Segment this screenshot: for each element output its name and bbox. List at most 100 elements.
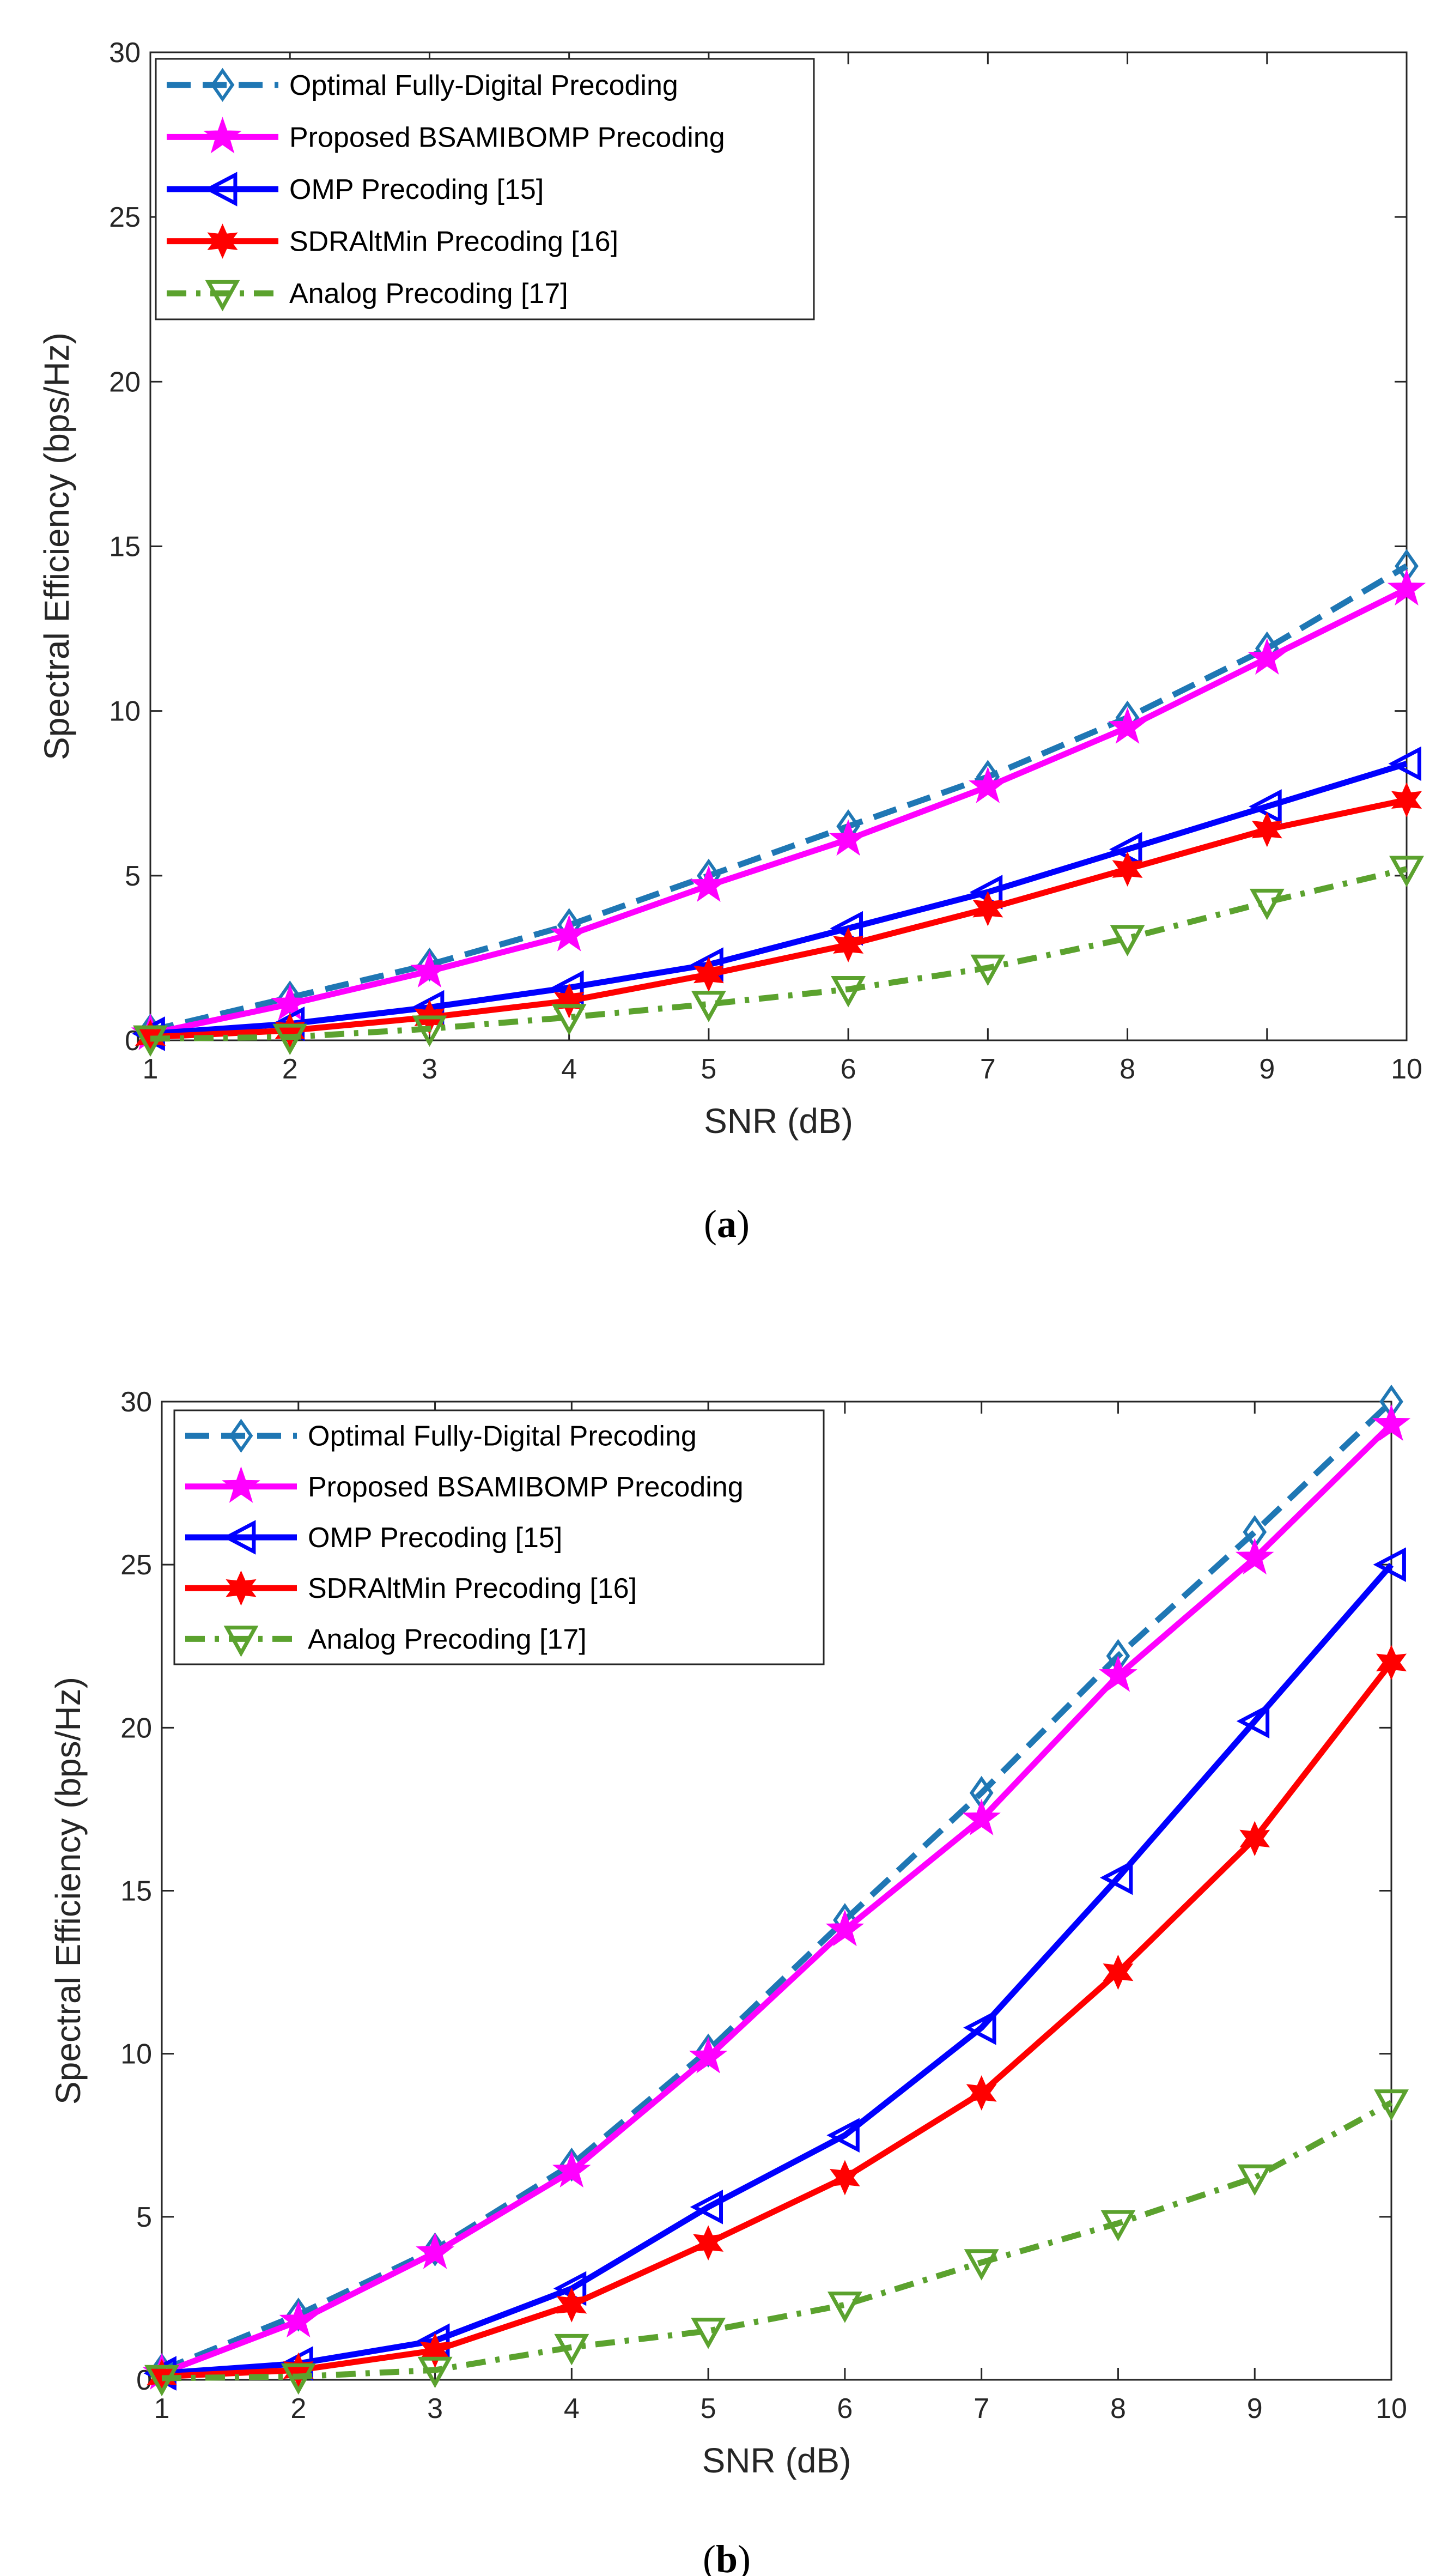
- x-tick-label: 2: [290, 2393, 306, 2425]
- series-line: [150, 797, 1408, 1040]
- data-point: [825, 1910, 865, 1947]
- x-tick-label: 4: [564, 2393, 580, 2425]
- series-line: [161, 2100, 1393, 2381]
- y-tick-label: 10: [120, 2039, 152, 2070]
- data-point: [1237, 2164, 1273, 2196]
- data-point: [556, 2287, 587, 2323]
- data-point: [270, 984, 309, 1021]
- y-axis-label: Spectral Efficiency (bps/Hz): [37, 332, 76, 760]
- legend-marker: [229, 1419, 253, 1453]
- legend-marker: [222, 1520, 256, 1555]
- x-tick-label: 8: [1120, 1053, 1135, 1085]
- data-point: [693, 2225, 724, 2261]
- legend-entry: SDRAltMin Precoding [16]: [308, 1573, 637, 1604]
- data-point: [969, 766, 1007, 803]
- legend-entry: Analog Precoding [17]: [289, 278, 568, 310]
- data-point: [144, 2365, 179, 2397]
- data-point: [1235, 1538, 1274, 1575]
- data-point: [970, 954, 1006, 986]
- x-tick-label: 2: [282, 1053, 298, 1085]
- data-point: [1099, 1860, 1133, 1895]
- data-point: [412, 1015, 447, 1047]
- data-point: [964, 2249, 999, 2281]
- x-axis-label: SNR (dB): [702, 2441, 851, 2480]
- data-point: [283, 2352, 314, 2388]
- x-tick-label: 1: [154, 2393, 170, 2425]
- y-tick-label: 20: [109, 366, 141, 398]
- y-tick-label: 25: [120, 1549, 152, 1581]
- data-point: [419, 2332, 451, 2368]
- x-tick-label: 5: [701, 1053, 716, 1085]
- y-tick-label: 5: [136, 2202, 152, 2233]
- data-point: [423, 2232, 447, 2266]
- x-tick-label: 10: [1376, 2393, 1407, 2425]
- data-point: [693, 956, 724, 992]
- data-point: [827, 2292, 862, 2323]
- legend: Optimal Fully-Digital Precoding Proposed …: [173, 1409, 825, 1665]
- y-tick-label: 5: [125, 860, 141, 892]
- data-point: [833, 927, 864, 963]
- x-tick-label: 6: [841, 1053, 856, 1085]
- data-point: [966, 2075, 997, 2111]
- series-line: [149, 586, 1408, 1037]
- legend-marker: [226, 1570, 257, 1606]
- data-point: [831, 976, 866, 1008]
- data-point: [690, 2190, 723, 2225]
- legend-entry: Analog Precoding [17]: [308, 1623, 587, 1655]
- data-point: [133, 1025, 168, 1057]
- y-tick-label: 20: [120, 1712, 152, 1744]
- series-line: [160, 1399, 1394, 2373]
- figure-caption: (a): [704, 1202, 750, 1246]
- data-point: [829, 2160, 860, 2196]
- series-line: [161, 1660, 1394, 2380]
- data-point: [1108, 707, 1147, 744]
- x-tick-label: 3: [427, 2393, 443, 2425]
- x-tick-label: 7: [974, 2393, 989, 2425]
- x-tick-label: 9: [1259, 1053, 1275, 1085]
- data-point: [1376, 1645, 1407, 1680]
- legend: Optimal Fully-Digital Precoding Proposed …: [155, 58, 815, 320]
- x-tick-label: 5: [701, 2393, 716, 2425]
- series-line: [161, 1422, 1394, 2377]
- series-5: [133, 856, 1424, 1057]
- data-point: [410, 951, 449, 988]
- data-point: [826, 2118, 860, 2153]
- data-point: [1100, 2210, 1136, 2242]
- legend-entry: OMP Precoding [15]: [289, 174, 544, 205]
- data-point: [689, 2036, 728, 2074]
- x-axis-label: SNR (dB): [704, 1101, 853, 1141]
- data-point: [1251, 811, 1282, 847]
- data-point: [272, 1023, 308, 1056]
- series-line: [161, 1562, 1394, 2377]
- series-2: [131, 569, 1426, 1050]
- data-point: [554, 2333, 589, 2366]
- legend-marker: [223, 1626, 259, 1657]
- data-point: [1373, 1547, 1406, 1582]
- x-tick-label: 9: [1247, 2393, 1263, 2425]
- data-point: [1236, 1704, 1270, 1739]
- x-tick-label: 4: [561, 1053, 577, 1085]
- legend-marker: [203, 117, 242, 154]
- series-5: [144, 2089, 1409, 2397]
- figure-caption: (b): [703, 2537, 751, 2576]
- x-tick-label: 7: [980, 1053, 996, 1085]
- data-point: [1372, 1404, 1411, 1441]
- series-line: [150, 866, 1408, 1042]
- data-point: [551, 1004, 587, 1035]
- y-tick-label: 25: [109, 202, 141, 233]
- data-point: [691, 991, 726, 1022]
- data-point: [1103, 1954, 1134, 1990]
- data-point: [417, 2356, 453, 2389]
- y-tick-label: 30: [120, 1386, 152, 1418]
- data-point: [1248, 638, 1287, 675]
- x-tick-label: 1: [143, 1053, 159, 1085]
- x-tick-label: 3: [422, 1053, 437, 1085]
- data-point: [1388, 746, 1421, 781]
- legend-entry: Proposed BSAMIBOMP Precoding: [289, 122, 725, 153]
- data-point: [1239, 1821, 1270, 1857]
- data-point: [1387, 569, 1426, 606]
- y-axis-label: Spectral Efficiency (bps/Hz): [48, 1677, 88, 2105]
- legend-entry: SDRAltMin Precoding [16]: [289, 226, 618, 258]
- legend-entry: Proposed BSAMIBOMP Precoding: [308, 1471, 744, 1503]
